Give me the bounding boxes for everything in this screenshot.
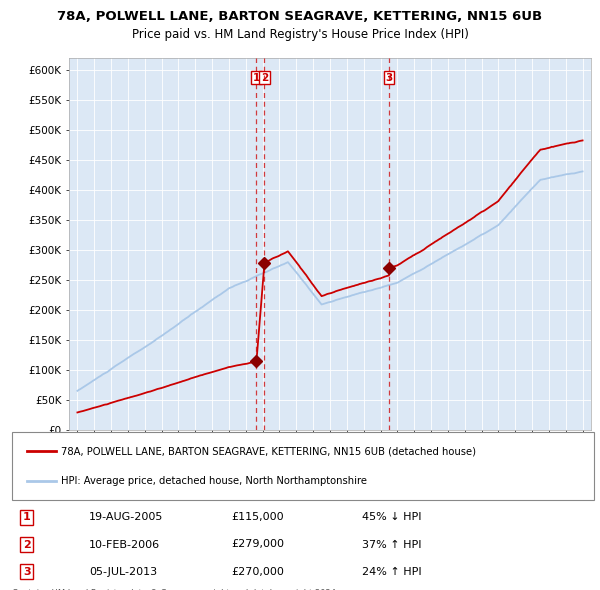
Text: £270,000: £270,000 (232, 567, 284, 576)
Text: 45% ↓ HPI: 45% ↓ HPI (362, 512, 422, 522)
Text: 10-FEB-2006: 10-FEB-2006 (89, 539, 160, 549)
Text: 3: 3 (23, 567, 31, 576)
Text: 05-JUL-2013: 05-JUL-2013 (89, 567, 157, 576)
Text: 1: 1 (23, 512, 31, 522)
Text: 78A, POLWELL LANE, BARTON SEAGRAVE, KETTERING, NN15 6UB: 78A, POLWELL LANE, BARTON SEAGRAVE, KETT… (58, 10, 542, 23)
Text: HPI: Average price, detached house, North Northamptonshire: HPI: Average price, detached house, Nort… (61, 476, 367, 486)
Text: Price paid vs. HM Land Registry's House Price Index (HPI): Price paid vs. HM Land Registry's House … (131, 28, 469, 41)
FancyBboxPatch shape (12, 432, 594, 500)
Text: 2: 2 (261, 73, 268, 83)
Text: 2: 2 (23, 539, 31, 549)
Text: 3: 3 (385, 73, 393, 83)
Text: £115,000: £115,000 (232, 512, 284, 522)
Text: 19-AUG-2005: 19-AUG-2005 (89, 512, 164, 522)
Text: 24% ↑ HPI: 24% ↑ HPI (362, 567, 422, 576)
Text: 1: 1 (253, 73, 260, 83)
Text: 37% ↑ HPI: 37% ↑ HPI (362, 539, 422, 549)
Text: Contains HM Land Registry data © Crown copyright and database right 2024.
This d: Contains HM Land Registry data © Crown c… (12, 589, 338, 590)
Text: 78A, POLWELL LANE, BARTON SEAGRAVE, KETTERING, NN15 6UB (detached house): 78A, POLWELL LANE, BARTON SEAGRAVE, KETT… (61, 446, 476, 456)
Text: £279,000: £279,000 (232, 539, 285, 549)
